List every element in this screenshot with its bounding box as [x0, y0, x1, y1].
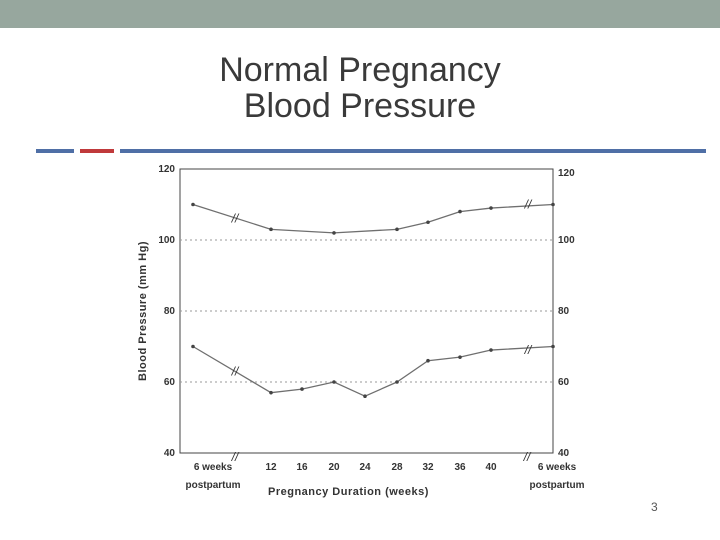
y-tick-label-right: 100 [558, 235, 575, 246]
y-axis-title: Blood Pressure (mm Hg) [137, 241, 149, 381]
diastolic-line [192, 345, 554, 397]
data-point [395, 380, 399, 384]
y-tick-label-right: 80 [558, 306, 570, 317]
title-rule-right [120, 149, 706, 153]
y-tick-label-left: 60 [164, 377, 176, 388]
slide-title-line2: Blood Pressure [243, 87, 477, 125]
axis-break-mark: // [231, 364, 240, 378]
axis-break-mark: // [524, 198, 533, 212]
x-axis: 6 weeks postpartum 12 16 20 24 28 32 36 40 6 weeks… [186, 462, 585, 491]
title-rule-accent [80, 149, 114, 153]
data-point [300, 387, 304, 391]
y-tick-label-left: 120 [158, 164, 175, 175]
slide-number: 3 [651, 500, 658, 514]
data-point [426, 358, 430, 363]
axis-breaks: // // // // // // [231, 198, 533, 465]
x-axis-title: Pregnancy Duration (weeks) [268, 486, 429, 498]
data-point [363, 394, 367, 399]
data-point [489, 348, 493, 352]
x-tick-label: 6 weeks [194, 462, 233, 473]
y-tick-label-left: 100 [158, 235, 175, 246]
y-axis-right: 120 100 80 60 40 [558, 168, 575, 459]
header-bar [0, 0, 720, 28]
slide-title-line1: Normal Pregnancy [219, 51, 501, 89]
axis-break-mark: // [523, 450, 532, 464]
x-tick-label: 32 [422, 462, 434, 473]
slide-title: Normal Pregnancy Blood Pressure [0, 52, 720, 124]
y-tick-label-left: 80 [164, 306, 176, 317]
x-tick-label-sub: postpartum [186, 480, 241, 491]
data-point [395, 227, 399, 232]
systolic-line [192, 203, 554, 234]
x-tick-label: 24 [359, 462, 371, 473]
data-point [551, 202, 555, 207]
x-tick-label: 20 [328, 462, 340, 473]
data-point [269, 390, 273, 395]
x-tick-label: 28 [391, 462, 403, 473]
data-point [332, 231, 336, 235]
data-point [551, 344, 555, 349]
data-point [458, 209, 462, 214]
x-tick-label: 6 weeks [538, 462, 577, 473]
grid-lines [180, 239, 553, 383]
data-point [426, 220, 430, 225]
data-point [458, 355, 462, 359]
data-point [191, 344, 195, 349]
y-tick-label-right: 40 [558, 448, 570, 459]
y-tick-label-right: 120 [558, 168, 575, 179]
data-point [332, 380, 336, 384]
data-point [489, 206, 493, 210]
x-tick-label-sub: postpartum [530, 480, 585, 491]
data-point [269, 227, 273, 232]
axis-break-mark: // [231, 212, 240, 226]
x-tick-label: 40 [485, 462, 497, 473]
x-tick-label: 12 [265, 462, 277, 473]
data-point [191, 202, 195, 207]
y-tick-label-right: 60 [558, 377, 570, 388]
axis-break-mark: // [524, 343, 533, 357]
y-axis-left: 120 100 80 60 40 [158, 164, 175, 459]
y-tick-label-left: 40 [164, 448, 176, 459]
axis-break-mark: // [231, 450, 240, 464]
title-rule-left [36, 149, 74, 153]
x-tick-label: 16 [296, 462, 308, 473]
series-lines [191, 202, 555, 399]
x-tick-label: 36 [454, 462, 466, 473]
